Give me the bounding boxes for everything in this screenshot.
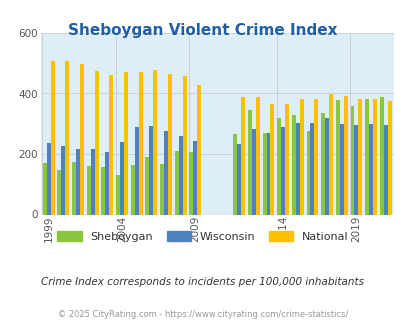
- Bar: [87, 166, 90, 214]
- Bar: [94, 71, 98, 215]
- Bar: [72, 162, 76, 214]
- Bar: [182, 76, 186, 215]
- Bar: [197, 85, 200, 214]
- Bar: [189, 152, 193, 214]
- Bar: [324, 118, 328, 214]
- Bar: [130, 165, 134, 214]
- Bar: [328, 94, 332, 214]
- Bar: [101, 167, 105, 214]
- Bar: [284, 104, 288, 214]
- Bar: [57, 170, 61, 214]
- Bar: [291, 115, 295, 214]
- Bar: [168, 74, 171, 215]
- Bar: [164, 131, 168, 214]
- Bar: [153, 70, 157, 214]
- Bar: [277, 118, 281, 214]
- Bar: [109, 75, 113, 214]
- Bar: [310, 122, 314, 214]
- Bar: [80, 64, 84, 214]
- Bar: [160, 164, 164, 214]
- Bar: [364, 99, 368, 214]
- Bar: [65, 61, 69, 214]
- Text: Crime Index corresponds to incidents per 100,000 inhabitants: Crime Index corresponds to incidents per…: [41, 278, 364, 287]
- Bar: [320, 113, 324, 214]
- Bar: [145, 157, 149, 214]
- Bar: [354, 125, 358, 214]
- Bar: [270, 104, 274, 214]
- Bar: [237, 144, 241, 214]
- Bar: [247, 110, 251, 214]
- Bar: [314, 99, 318, 214]
- Bar: [266, 133, 270, 214]
- Bar: [149, 126, 153, 214]
- Bar: [233, 134, 237, 214]
- Bar: [335, 100, 339, 214]
- Bar: [281, 127, 284, 214]
- Bar: [306, 131, 310, 214]
- Bar: [251, 129, 255, 214]
- Bar: [43, 163, 47, 215]
- Text: © 2025 CityRating.com - https://www.cityrating.com/crime-statistics/: © 2025 CityRating.com - https://www.city…: [58, 310, 347, 319]
- Bar: [299, 99, 303, 214]
- Bar: [124, 72, 128, 215]
- Bar: [116, 175, 119, 215]
- Bar: [343, 96, 347, 214]
- Bar: [47, 144, 51, 214]
- Bar: [339, 124, 343, 214]
- Bar: [368, 124, 372, 214]
- Bar: [379, 97, 383, 214]
- Bar: [119, 142, 124, 214]
- Bar: [138, 72, 142, 215]
- Bar: [105, 152, 109, 214]
- Bar: [350, 106, 354, 214]
- Bar: [387, 101, 391, 214]
- Bar: [295, 123, 299, 214]
- Bar: [241, 97, 245, 214]
- Bar: [358, 99, 362, 214]
- Bar: [51, 61, 54, 214]
- Text: Sheboygan Violent Crime Index: Sheboygan Violent Crime Index: [68, 23, 337, 38]
- Bar: [193, 141, 197, 214]
- Bar: [174, 151, 178, 214]
- Bar: [90, 148, 94, 214]
- Bar: [262, 133, 266, 214]
- Bar: [178, 137, 182, 214]
- Bar: [61, 146, 65, 214]
- Bar: [76, 149, 80, 214]
- Bar: [134, 127, 138, 214]
- Legend: Sheboygan, Wisconsin, National: Sheboygan, Wisconsin, National: [53, 227, 352, 246]
- Bar: [372, 99, 376, 214]
- Bar: [383, 125, 387, 214]
- Bar: [255, 97, 259, 214]
